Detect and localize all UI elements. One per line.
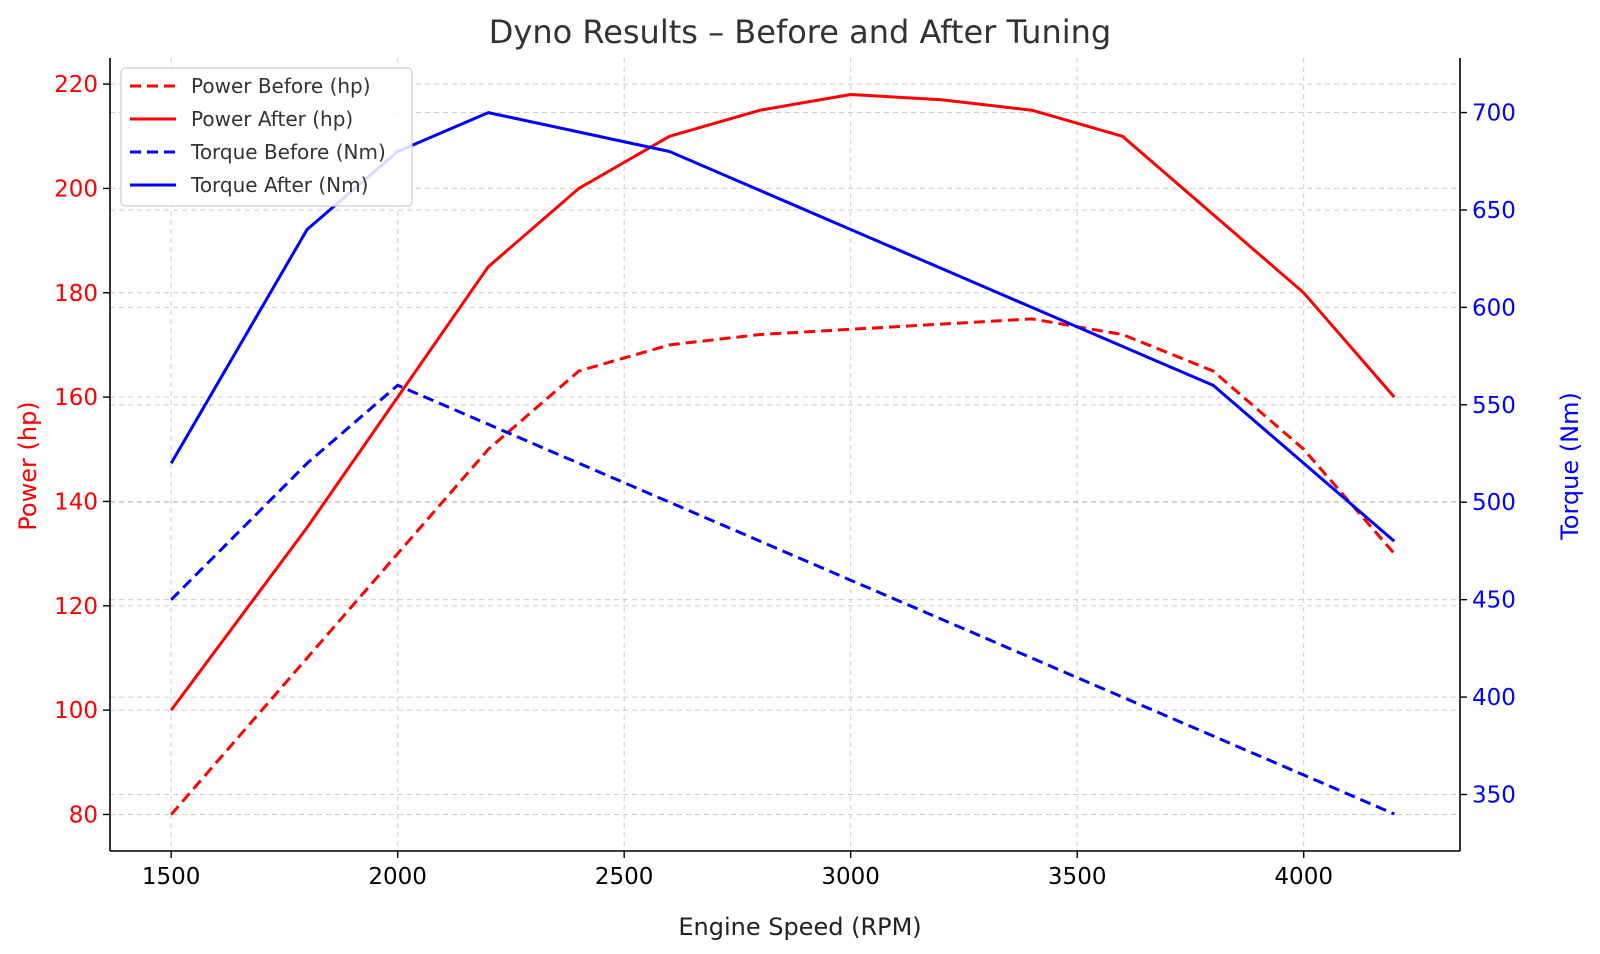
y-left-tick-label: 80 bbox=[69, 802, 98, 828]
y-left-tick-label: 220 bbox=[54, 72, 98, 98]
x-tick-label: 2500 bbox=[595, 864, 654, 890]
chart-title: Dyno Results – Before and After Tuning bbox=[489, 13, 1111, 51]
y-left-tick-label: 120 bbox=[54, 594, 98, 620]
y-right-axis-label: Torque (Nm) bbox=[1556, 392, 1584, 541]
legend-label: Power Before (hp) bbox=[191, 74, 371, 98]
legend-label: Torque Before (Nm) bbox=[190, 140, 386, 164]
torque-before-nm-line bbox=[170, 383, 1395, 816]
y-left-axis-label: Power (hp) bbox=[14, 401, 42, 530]
y-left-tick-label: 160 bbox=[54, 385, 98, 411]
y-right-tick-label: 350 bbox=[1472, 782, 1516, 808]
y-left-tick-label: 180 bbox=[54, 281, 98, 307]
series-lines bbox=[169, 93, 1396, 816]
y-right-tick-label: 450 bbox=[1472, 588, 1516, 614]
y-left-tick-label: 200 bbox=[54, 176, 98, 202]
x-axis-label: Engine Speed (RPM) bbox=[678, 913, 921, 941]
legend: Power Before (hp) Power After (hp) Torque … bbox=[120, 67, 413, 207]
legend-label: Power After (hp) bbox=[191, 107, 353, 131]
x-tick-label: 1500 bbox=[142, 864, 201, 890]
y-left-tick-label: 100 bbox=[54, 698, 98, 724]
y-right-tick-label: 550 bbox=[1472, 393, 1516, 419]
power-before-hp-line bbox=[170, 317, 1396, 816]
x-tick-label: 2000 bbox=[368, 864, 427, 890]
y-right-tick-label: 400 bbox=[1472, 685, 1516, 711]
x-tick-label: 3000 bbox=[821, 864, 880, 890]
x-tick-label: 4000 bbox=[1274, 864, 1333, 890]
legend-box bbox=[120, 67, 413, 207]
power-after-hp-line bbox=[169, 93, 1396, 711]
torque-after-nm-line bbox=[169, 111, 1396, 543]
legend-label: Torque After (Nm) bbox=[190, 173, 368, 197]
y-right-tick-label: 700 bbox=[1472, 101, 1516, 127]
axes: 1500 2000 2500 3000 3500 4000 80 100 120 140 160 18… bbox=[54, 58, 1516, 890]
y-left-tick-label: 140 bbox=[54, 489, 98, 515]
y-right-tick-label: 600 bbox=[1472, 295, 1516, 321]
x-tick-label: 3500 bbox=[1048, 864, 1107, 890]
y-right-tick-label: 500 bbox=[1472, 490, 1516, 516]
y-right-tick-label: 650 bbox=[1472, 198, 1516, 224]
